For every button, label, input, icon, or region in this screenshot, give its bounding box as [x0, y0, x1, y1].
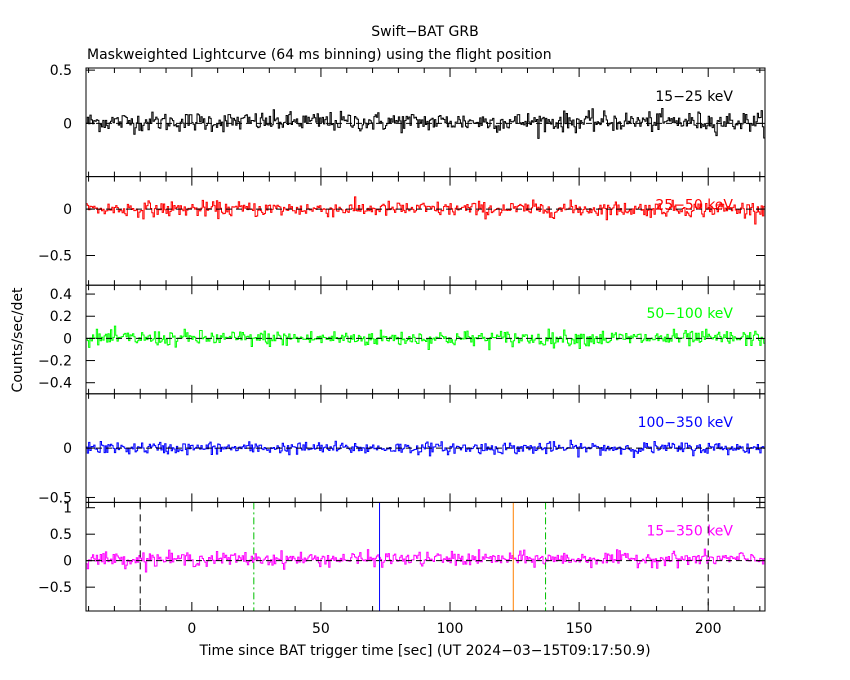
y-tick-label-4-2: 0 [63, 554, 72, 570]
y-axis-label: Counts/sec/det [10, 287, 26, 392]
y-tick-label-1-1: −0.5 [38, 248, 72, 264]
panel-2: 0.4 0.2 0 −0.2 −0.4 50−100 keV [38, 284, 766, 395]
x-tick-label-0: 0 [187, 621, 196, 637]
x-tick-label-1: 50 [312, 621, 330, 637]
panels-group: 0 0.5 15−25 keV 0 −0.5 25−50 keV 0.4 0.2 0 −0.2 −0… [38, 63, 766, 637]
band-label-2: 50−100 keV [646, 306, 733, 322]
x-tick-label-3: 150 [566, 621, 593, 637]
y-tick-label-0-1: 0.5 [50, 63, 72, 79]
x-tick-label-4: 200 [695, 621, 722, 637]
band-label-0: 15−25 keV [655, 89, 733, 105]
x-tick-label-2: 100 [437, 621, 464, 637]
y-tick-label-2-4: −0.4 [38, 376, 72, 392]
chart-subtitle: Maskweighted Lightcurve (64 ms binning) … [87, 47, 552, 63]
panel-frame-4 [85, 501, 766, 612]
chart-title: Swift−BAT GRB [371, 24, 478, 40]
y-tick-label-2-1: 0.2 [50, 309, 72, 325]
panel-frame-1 [85, 176, 766, 286]
y-tick-label-0-0: 0 [63, 116, 72, 132]
y-tick-label-2-3: −0.2 [38, 354, 72, 370]
y-tick-label-2-0: 0.4 [50, 287, 72, 303]
y-tick-label-4-0: 1 [63, 501, 72, 517]
y-tick-label-2-2: 0 [63, 331, 72, 347]
y-tick-label-3-0: 0 [63, 441, 72, 457]
panel-3: 0 −0.5 100−350 keV [38, 393, 766, 506]
series-line-3 [86, 439, 766, 458]
panel-4: 1 0.5 0 −0.5 15−350 keV [38, 501, 766, 612]
y-tick-label-1-0: 0 [63, 202, 72, 218]
band-label-4: 15−350 keV [646, 523, 733, 539]
series-line-4 [86, 548, 766, 573]
x-axis-label: Time since BAT trigger time [sec] (UT 20… [198, 643, 650, 659]
y-tick-label-3-1: −0.5 [38, 490, 72, 506]
band-label-1: 25−50 keV [655, 198, 733, 214]
y-tick-label-4-3: −0.5 [38, 580, 72, 596]
band-label-3: 100−350 keV [638, 415, 734, 431]
panel-1: 0 −0.5 25−50 keV [38, 176, 766, 286]
series-line-0 [86, 108, 766, 139]
panel-0: 0 0.5 15−25 keV [50, 63, 766, 178]
y-tick-label-4-1: 0.5 [50, 527, 72, 543]
